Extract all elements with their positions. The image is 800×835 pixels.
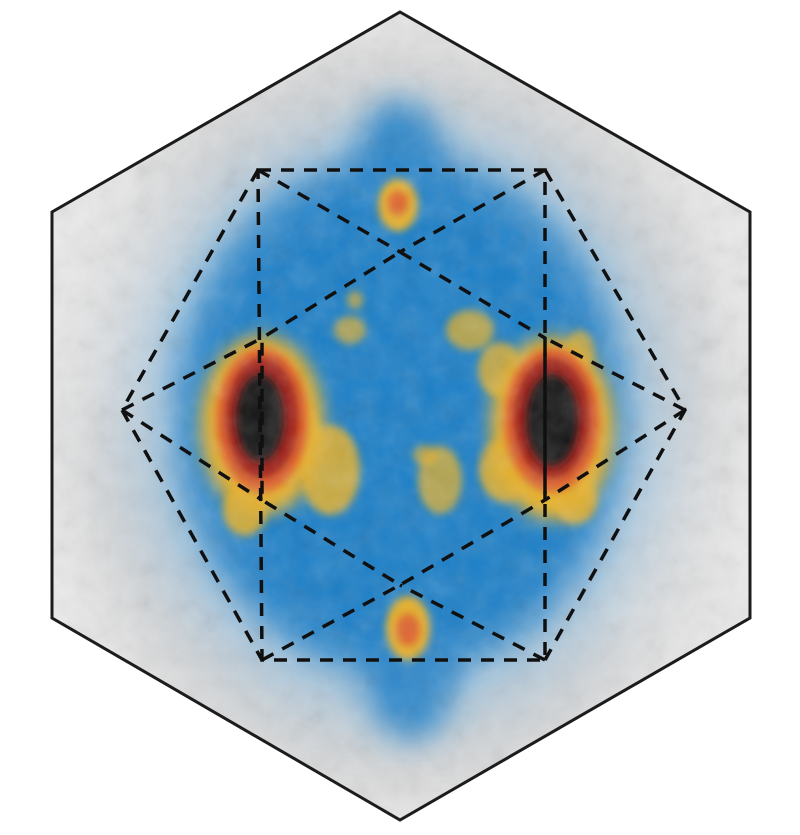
dashed-outer-left (119, 169, 264, 661)
dashed-square (256, 168, 547, 662)
dashed-edge (261, 583, 401, 662)
dashed-edge (544, 408, 686, 502)
dashed-edge (399, 583, 546, 662)
dashed-polyhedron-overlay (119, 168, 688, 662)
dashed-edge (121, 336, 263, 412)
dashed-edge (399, 168, 546, 254)
hexagon-outline (50, 10, 752, 822)
dashed-edge (544, 336, 686, 412)
dashed-edge (121, 408, 263, 502)
dashed-inner-octagon (260, 249, 547, 588)
dashed-edge (257, 168, 401, 254)
